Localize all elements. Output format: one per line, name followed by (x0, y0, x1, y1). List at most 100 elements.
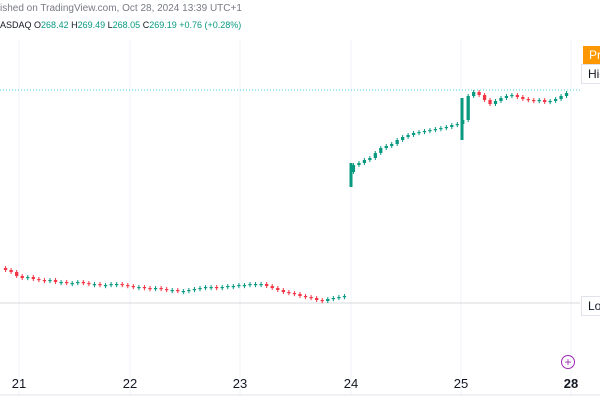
low-price-tag: Lo (581, 296, 600, 316)
candle (9, 270, 13, 272)
candle (326, 299, 330, 301)
low-value: 268.05 (112, 20, 141, 30)
open-label: O (34, 20, 42, 30)
close-value: 269.19 (149, 20, 177, 30)
candle (115, 284, 119, 286)
candle (53, 280, 58, 282)
candle (510, 95, 514, 97)
candle (309, 297, 313, 299)
candle (176, 290, 180, 292)
candle (379, 148, 383, 153)
candle (559, 96, 563, 99)
candle (362, 160, 367, 163)
candle (472, 92, 476, 96)
candle (92, 284, 97, 286)
candle (417, 132, 421, 134)
candle (48, 280, 52, 282)
candle (3, 268, 8, 270)
candle (131, 286, 135, 288)
candle (298, 294, 302, 296)
candle (488, 100, 492, 104)
x-label-22: 22 (123, 376, 137, 391)
candle (292, 293, 297, 295)
published-notice: ished on TradingView.com, Oct 28, 2024 1… (0, 3, 242, 14)
candle (357, 163, 361, 165)
candle (159, 288, 163, 290)
candle (444, 127, 448, 129)
candle (548, 101, 552, 103)
candle (315, 298, 319, 300)
candle (265, 284, 269, 286)
candle (460, 98, 464, 140)
candle (209, 287, 213, 289)
candle (455, 124, 459, 126)
candle (259, 284, 263, 286)
candle (390, 144, 394, 146)
candle (76, 282, 80, 284)
candle (482, 95, 487, 100)
candle (192, 289, 197, 291)
candle (137, 287, 141, 289)
candle (20, 276, 24, 278)
candle (109, 284, 113, 286)
open-value: 268.42 (41, 20, 69, 30)
candle (515, 95, 520, 97)
x-label-23: 23 (233, 376, 247, 391)
candle (342, 296, 347, 298)
candle (406, 135, 410, 137)
candle (439, 128, 443, 130)
x-label-24: 24 (344, 376, 358, 391)
candle (331, 298, 335, 300)
candle (532, 100, 536, 102)
candle (270, 286, 274, 288)
candle (65, 282, 69, 284)
candle (226, 286, 230, 288)
candle (351, 165, 356, 172)
candle (181, 291, 185, 293)
candle (384, 146, 388, 148)
candle (153, 288, 158, 290)
candle (31, 277, 35, 279)
candle (170, 290, 174, 292)
candle (477, 92, 481, 95)
candle (198, 288, 202, 290)
candle (400, 137, 405, 140)
candle (187, 290, 191, 292)
high-value: 269.49 (77, 20, 106, 30)
candle (287, 292, 291, 294)
candle (411, 133, 416, 135)
candle (281, 290, 285, 292)
candle (373, 153, 377, 158)
x-label-28: 28 (564, 376, 578, 391)
candle (103, 285, 108, 287)
candle (215, 287, 219, 289)
candle (120, 284, 124, 286)
candle (433, 129, 438, 131)
premarket-price-tag: Pr (583, 46, 600, 64)
low-label: L (107, 20, 113, 30)
candle (253, 284, 258, 286)
plus-circle-icon[interactable]: + (561, 355, 575, 369)
candle (276, 288, 280, 290)
candle (231, 286, 235, 288)
x-label-21: 21 (12, 376, 26, 391)
change-value: +0.76 (+0.28%) (179, 20, 242, 30)
x-label-25: 25 (454, 376, 468, 391)
candle (422, 131, 427, 133)
candle (466, 96, 470, 120)
candle (564, 93, 569, 96)
candle (87, 283, 91, 285)
candle (237, 285, 241, 287)
close-label: C (142, 20, 150, 30)
symbol-name: ASDAQ (0, 20, 32, 30)
candle (242, 285, 247, 287)
candle (26, 277, 30, 279)
candle (320, 300, 324, 302)
candle (499, 98, 503, 101)
candle (493, 101, 498, 104)
candle (537, 100, 541, 102)
candle (165, 289, 169, 291)
candle (428, 130, 432, 132)
high-label: H (71, 20, 78, 30)
